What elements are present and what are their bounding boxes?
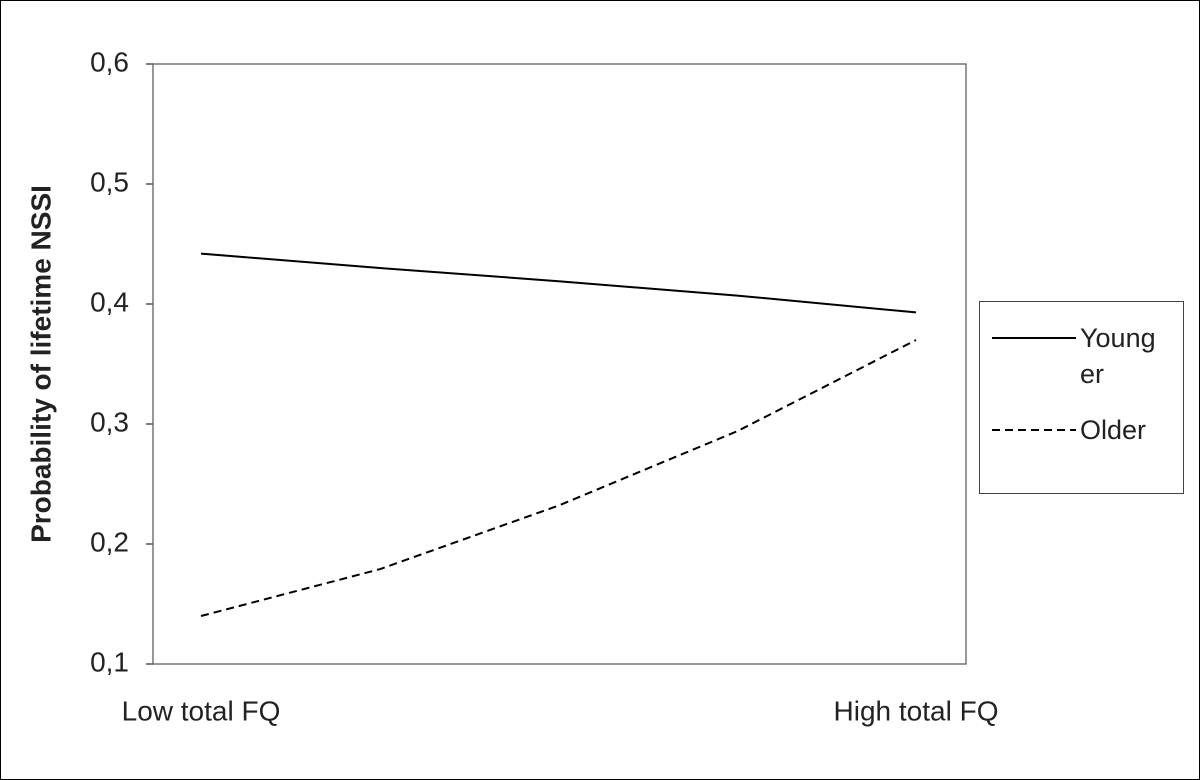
legend: Younger Older	[979, 301, 1184, 494]
y-tick-label: 0,1	[90, 646, 129, 677]
data-line	[200, 339, 917, 617]
legend-label: Younger	[1080, 323, 1156, 389]
legend-item: Younger	[990, 320, 1168, 392]
plot-frame	[152, 63, 967, 665]
legend-label: Older	[1080, 415, 1147, 445]
x-tick-label: Low total FQ	[122, 695, 281, 726]
y-tick-label: 0,2	[90, 526, 129, 557]
y-tick-label: 0,6	[90, 46, 129, 77]
y-axis-title: Probability of lifetime NSSI	[25, 185, 56, 543]
y-tick-label: 0,3	[90, 406, 129, 437]
legend-item: Older	[990, 412, 1168, 448]
data-line	[200, 252, 917, 314]
y-tick-label: 0,5	[90, 166, 129, 197]
x-tick-label: High total FQ	[834, 695, 999, 726]
legend-swatch	[992, 337, 1076, 339]
legend-swatch	[992, 429, 1076, 431]
y-tick-label: 0,4	[90, 286, 129, 317]
